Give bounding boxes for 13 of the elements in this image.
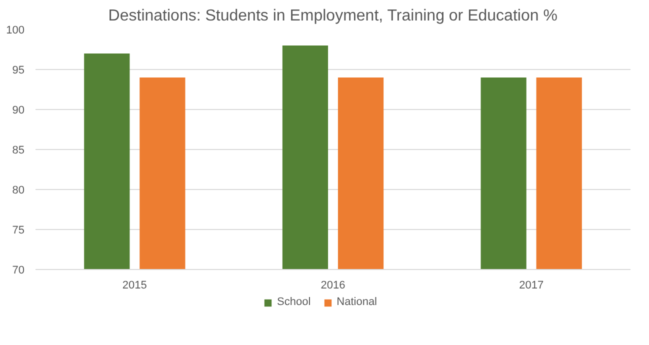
y-tick-label: 70	[12, 264, 25, 276]
y-tick-label: 80	[12, 184, 25, 196]
legend-label: School	[277, 296, 311, 308]
chart-title: Destinations: Students in Employment, Training or Education %	[108, 8, 558, 24]
y-tick-label: 100	[6, 24, 25, 36]
x-tick-label: 2017	[519, 280, 544, 292]
legend-label: National	[336, 296, 377, 308]
y-tick-label: 75	[12, 224, 25, 236]
x-tick-label: 2015	[122, 280, 147, 292]
y-tick-label: 95	[12, 64, 25, 76]
x-tick-label: 2016	[320, 280, 346, 292]
y-tick-label: 85	[12, 144, 25, 156]
y-tick-label: 90	[12, 104, 25, 116]
